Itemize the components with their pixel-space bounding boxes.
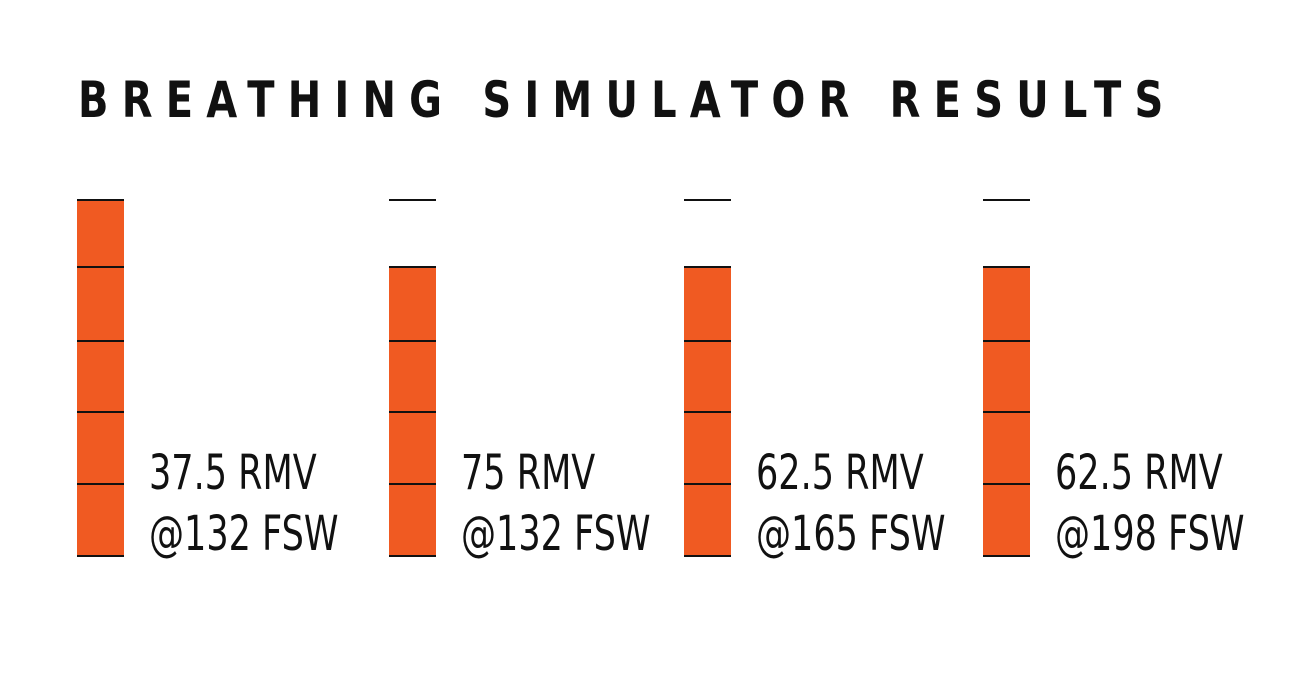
meter-tick xyxy=(77,411,124,413)
meter-tick xyxy=(77,483,124,485)
meter-tick xyxy=(389,483,436,485)
meter-tick xyxy=(77,340,124,342)
meter-segment xyxy=(77,200,124,267)
meter-tick xyxy=(983,483,1030,485)
result-meter xyxy=(389,0,436,676)
meter-segment xyxy=(389,484,436,556)
result-label: 62.5 RMV @165 FSW xyxy=(756,443,945,565)
result-label: 37.5 RMV @132 FSW xyxy=(149,443,338,565)
depth-label: @198 FSW xyxy=(1055,506,1245,562)
meter-tick xyxy=(983,266,1030,268)
meter-tick xyxy=(77,555,124,557)
meter-segment xyxy=(77,267,124,341)
meter-tick xyxy=(389,266,436,268)
result-meter xyxy=(684,0,731,676)
meter-tick xyxy=(684,199,731,201)
meter-tick xyxy=(983,340,1030,342)
meter-segment xyxy=(983,412,1030,484)
meter-tick xyxy=(684,555,731,557)
meter-tick xyxy=(983,555,1030,557)
meter-segment xyxy=(684,267,731,341)
depth-label: @165 FSW xyxy=(756,506,946,562)
rmv-label: 37.5 RMV xyxy=(149,445,317,501)
meter-segment xyxy=(77,341,124,412)
chart-title: BREATHING SIMULATOR RESULTS xyxy=(78,71,1177,129)
depth-label: @132 FSW xyxy=(461,506,651,562)
meter-segment xyxy=(77,484,124,556)
meter-segment xyxy=(389,341,436,412)
meter-tick xyxy=(684,340,731,342)
meter-segment xyxy=(983,484,1030,556)
meter-segment xyxy=(684,484,731,556)
meter-tick xyxy=(983,411,1030,413)
meter-tick xyxy=(389,340,436,342)
meter-segment xyxy=(684,341,731,412)
result-label: 62.5 RMV @198 FSW xyxy=(1055,443,1244,565)
result-label: 75 RMV @132 FSW xyxy=(461,443,650,565)
meter-tick xyxy=(684,411,731,413)
result-meter xyxy=(77,0,124,676)
depth-label: @132 FSW xyxy=(149,506,339,562)
meter-segment xyxy=(77,412,124,484)
meter-tick xyxy=(77,266,124,268)
meter-tick xyxy=(389,555,436,557)
result-meter xyxy=(983,0,1030,676)
rmv-label: 62.5 RMV xyxy=(756,445,924,501)
meter-tick xyxy=(389,199,436,201)
meter-segment xyxy=(389,412,436,484)
rmv-label: 62.5 RMV xyxy=(1055,445,1223,501)
meter-segment xyxy=(983,267,1030,341)
meter-tick xyxy=(77,199,124,201)
meter-tick xyxy=(684,266,731,268)
rmv-label: 75 RMV xyxy=(461,445,596,501)
meter-tick xyxy=(983,199,1030,201)
meter-segment xyxy=(684,412,731,484)
meter-tick xyxy=(684,483,731,485)
meter-segment xyxy=(389,267,436,341)
meter-segment xyxy=(983,341,1030,412)
meter-tick xyxy=(389,411,436,413)
